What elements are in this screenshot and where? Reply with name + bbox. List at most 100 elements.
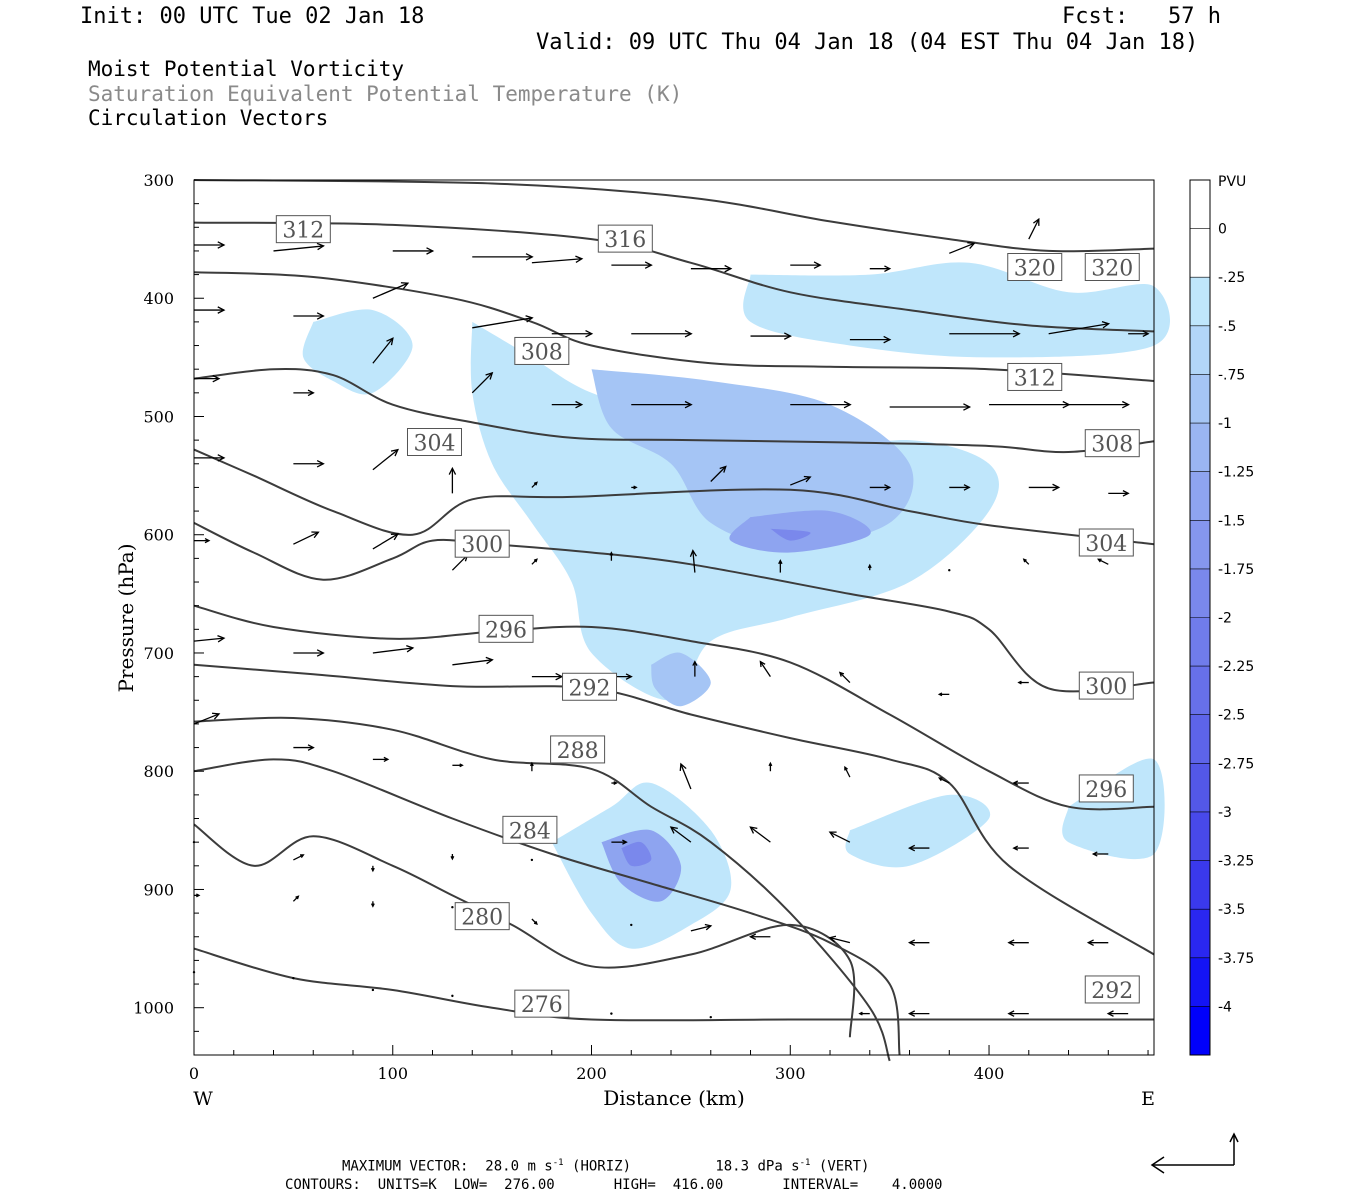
vector-head	[390, 533, 400, 541]
contour-label-text: 320	[1091, 257, 1133, 282]
contour-label-5: 312	[1007, 362, 1063, 391]
vector-head	[907, 844, 916, 852]
y-tick-label: 1000	[133, 999, 174, 1018]
colorbar-cell	[1190, 957, 1210, 1007]
circulation-vector-22	[1128, 330, 1150, 338]
contour-label-14: 296	[1078, 774, 1134, 803]
vector-dot	[371, 988, 375, 992]
contour-label-box	[514, 989, 570, 1018]
contour-label-box	[562, 672, 618, 701]
colorbar-level-label: -.25	[1218, 270, 1245, 286]
vector-head	[400, 282, 410, 290]
circulation-vector-37	[531, 481, 538, 488]
vector-head	[383, 756, 390, 763]
vector-head	[1052, 483, 1061, 492]
colorbar-level-label: -1.25	[1218, 465, 1254, 481]
colorbar-level-label: -3.75	[1218, 951, 1254, 967]
vector-head	[858, 1011, 863, 1016]
colorbar-level-label: -2	[1218, 611, 1232, 627]
vector-head	[843, 400, 852, 409]
circulation-vector-66	[937, 692, 950, 697]
circulation-vector-76	[844, 765, 851, 778]
vector-head	[459, 763, 464, 768]
contour-label-12: 300	[1078, 671, 1134, 700]
circulation-vector-26	[471, 371, 494, 394]
circulation-vector-20	[949, 329, 1021, 338]
circulation-vector-47	[372, 533, 400, 550]
colorbar-level-label: -2.25	[1218, 659, 1254, 675]
colorbar-cell	[1190, 520, 1210, 570]
circulation-vector-53	[867, 563, 872, 571]
contour-label-text: 316	[604, 228, 646, 253]
circulation-vector-31	[989, 400, 1071, 409]
x-left-end-label: W	[193, 1088, 213, 1110]
vector-head	[759, 660, 766, 668]
vector-head	[307, 389, 315, 397]
contour-label-box	[1084, 253, 1140, 281]
contour-label-10: 296	[478, 614, 534, 643]
vector-head	[211, 712, 221, 720]
pv-region-2	[302, 309, 413, 395]
circulation-vector-85	[669, 826, 692, 843]
vector-shaft	[690, 925, 712, 932]
circulation-vector-23	[194, 374, 221, 383]
contour-label-text: 320	[1014, 257, 1056, 282]
vector-head	[1007, 939, 1015, 946]
vector-head	[1086, 939, 1094, 946]
vector-head	[867, 563, 872, 569]
circulation-vector-43	[1028, 483, 1061, 492]
colorbar: PVU 0 -.25 -.5 -.75 -1 -1.25 -1.5 -1.75 -2 -2.25 -2…	[1189, 174, 1254, 1056]
y-tick-label: 700	[143, 644, 174, 663]
forecast-hour: Fcst: 57 h	[1062, 4, 1221, 29]
vector-shaft	[451, 554, 468, 571]
circulation-vector-4	[531, 255, 584, 264]
colorbar-cell	[1190, 714, 1210, 764]
contour-label-text: 292	[569, 676, 611, 701]
y-tick-label: 800	[143, 762, 174, 781]
vector-head	[724, 264, 733, 273]
vector-head	[316, 649, 325, 657]
vector-head	[555, 672, 564, 681]
colorbar-cell	[1190, 180, 1210, 230]
circulation-vector-80	[293, 854, 305, 861]
circulation-vector-94	[451, 905, 454, 909]
colorbar-unit: PVU	[1218, 174, 1246, 190]
vector-head	[907, 939, 916, 946]
contour-label-11: 292	[562, 672, 618, 701]
vector-head	[813, 261, 822, 269]
vector-shaft	[1048, 323, 1109, 335]
circulation-vector-74	[679, 762, 692, 790]
vector-shaft	[692, 550, 696, 573]
circulation-vector-86	[749, 826, 771, 843]
vector-head	[533, 481, 538, 486]
circulation-vector-68	[193, 712, 221, 725]
max-vector-horiz: 28.0 m s	[485, 1158, 553, 1175]
circulation-vector-61	[531, 672, 564, 681]
pv-region-10	[770, 528, 811, 541]
vector-head	[525, 315, 534, 323]
contour-label-box	[597, 224, 653, 253]
circulation-vector-100	[907, 939, 930, 946]
contour-label-2: 320	[1007, 253, 1063, 282]
vector-head	[204, 538, 211, 544]
vector-head	[316, 242, 325, 251]
isentrope-280	[193, 823, 856, 1038]
vector-head	[1122, 490, 1130, 497]
vector-head	[300, 854, 305, 858]
vector-shaft	[949, 242, 975, 254]
colorbar-cell	[1190, 1006, 1210, 1056]
vector-head	[295, 895, 300, 900]
circulation-vector-33	[194, 454, 226, 462]
colorbar-cell	[1190, 909, 1210, 959]
colorbar-cell	[1190, 617, 1210, 667]
contour-label-box	[1078, 528, 1134, 557]
circulation-vector-111	[1007, 1010, 1029, 1017]
vector-head	[307, 744, 315, 751]
vector-layer	[192, 217, 1150, 1019]
vector-head	[967, 242, 976, 250]
vector-head	[828, 935, 837, 943]
isentrope-312	[193, 271, 1155, 382]
vector-head	[316, 460, 325, 468]
contour-label-text: 312	[282, 219, 324, 244]
